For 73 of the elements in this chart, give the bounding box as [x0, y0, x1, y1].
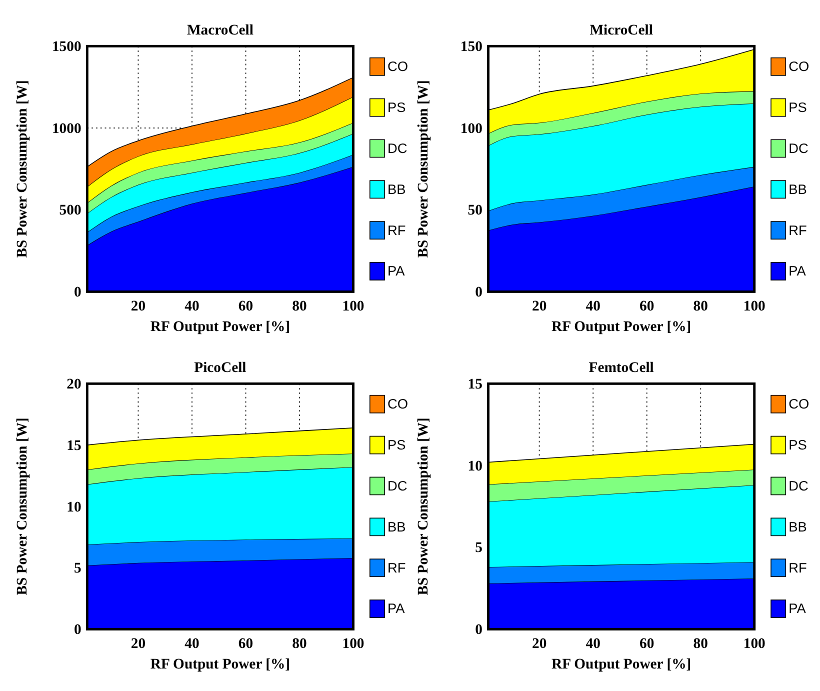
y-tick-label: 1000: [52, 120, 82, 137]
x-axis-title: RF Output Power [%]: [150, 656, 290, 672]
x-tick-label: 80: [693, 636, 708, 652]
x-axis-title: RF Output Power [%]: [551, 656, 692, 672]
y-tick-label: 15: [468, 376, 482, 393]
y-axis-title: BS Power Consumption [W]: [14, 418, 31, 596]
y-tick-label: 0: [475, 284, 482, 301]
legend-label: BB: [388, 182, 406, 197]
y-tick-label: 5: [475, 540, 482, 556]
x-tick-label: 20: [130, 298, 146, 314]
x-tick-label: 40: [586, 636, 600, 652]
y-tick-label: 0: [475, 622, 482, 638]
chart-title: MacroCell: [186, 22, 254, 38]
x-tick-label: 60: [640, 636, 654, 652]
x-tick-label: 20: [532, 298, 547, 314]
x-tick-label: 60: [238, 298, 254, 314]
legend-label: DC: [388, 140, 408, 156]
y-axis-title: BS Power Consumption [W]: [416, 418, 432, 596]
x-tick-label: 60: [238, 636, 254, 652]
legend-label: CO: [388, 396, 408, 412]
x-tick-label: 80: [292, 636, 307, 652]
x-tick-label: 40: [184, 636, 200, 652]
x-tick-label: 20: [532, 636, 547, 652]
y-tick-label: 15: [66, 438, 82, 454]
y-tick-label: 100: [460, 120, 482, 137]
legend-label: DC: [788, 140, 808, 156]
y-tick-label: 10: [66, 499, 82, 516]
legend-label: DC: [388, 478, 408, 494]
y-tick-label: 20: [66, 376, 82, 393]
x-tick-label: 100: [743, 636, 766, 652]
y-tick-label: 10: [468, 458, 482, 474]
x-tick-label: 80: [693, 298, 708, 314]
legend-label: RF: [788, 560, 807, 576]
x-tick-label: 60: [640, 298, 654, 314]
legend-label: BB: [788, 519, 807, 534]
y-tick-label: 0: [74, 284, 82, 301]
legend-label: PS: [388, 100, 406, 116]
legend-label: PA: [388, 601, 406, 616]
y-tick-label: 50: [468, 202, 482, 219]
x-tick-label: 100: [743, 298, 766, 314]
x-tick-label: 100: [342, 636, 364, 652]
y-axis-title: BS Power Consumption [W]: [14, 80, 31, 258]
y-tick-label: 150: [460, 39, 482, 56]
x-tick-label: 100: [342, 298, 364, 314]
legend-label: BB: [788, 182, 807, 197]
legend-label: PA: [788, 601, 807, 616]
legend-label: CO: [788, 59, 810, 74]
x-tick-label: 20: [130, 636, 146, 652]
legend-label: PS: [388, 438, 406, 453]
x-tick-label: 40: [184, 298, 200, 314]
legend-label: RF: [388, 222, 406, 238]
legend-label: PA: [788, 264, 807, 279]
legend-label: PS: [788, 438, 807, 453]
y-tick-label: 1500: [52, 39, 82, 56]
y-tick-label: 0: [74, 622, 82, 638]
legend-label: DC: [788, 478, 808, 494]
legend-label: RF: [388, 560, 406, 576]
x-tick-label: 80: [292, 298, 307, 314]
legend-label: PS: [788, 100, 807, 116]
legend-label: CO: [388, 59, 408, 74]
legend-label: BB: [388, 519, 406, 534]
y-tick-label: 500: [59, 202, 82, 219]
chart-title: FemtoCell: [588, 360, 654, 376]
legend-label: PA: [388, 264, 406, 279]
x-axis-title: RF Output Power [%]: [551, 318, 692, 335]
legend-label: CO: [788, 396, 810, 412]
x-tick-label: 40: [586, 298, 600, 314]
x-axis-title: RF Output Power [%]: [150, 318, 290, 335]
legend-label: RF: [788, 222, 807, 238]
chart-title: PicoCell: [194, 360, 246, 376]
y-axis-title: BS Power Consumption [W]: [416, 80, 432, 258]
chart-title: MicroCell: [590, 22, 653, 38]
y-tick-label: 5: [74, 560, 82, 577]
